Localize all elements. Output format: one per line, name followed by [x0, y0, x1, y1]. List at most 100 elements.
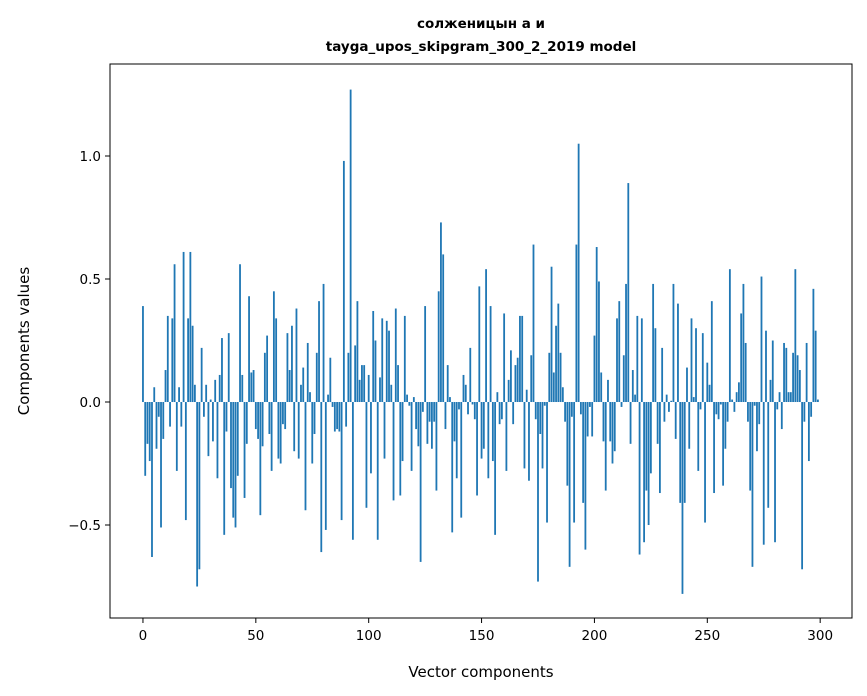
- bar-component-259: [726, 402, 729, 422]
- bar-component-270: [751, 402, 754, 567]
- bar-component-185: [559, 352, 562, 403]
- bar-component-6: [155, 402, 158, 449]
- bar-component-24: [196, 402, 199, 587]
- bar-component-239: [681, 402, 684, 594]
- bar-component-273: [758, 402, 761, 425]
- bar-component-130: [435, 402, 438, 491]
- bar-component-242: [688, 402, 691, 449]
- x-tick-label: 150: [469, 628, 495, 644]
- y-tick-label: 0.0: [80, 395, 101, 411]
- bar-component-89: [342, 160, 345, 403]
- bar-component-27: [203, 402, 205, 417]
- bar-component-155: [491, 402, 494, 462]
- bar-component-176: [539, 402, 542, 434]
- chart-title-line-2: tayga_upos_skipgram_300_2_2019 model: [326, 39, 637, 55]
- bar-component-174: [534, 402, 537, 420]
- bar-component-39: [230, 402, 232, 489]
- bar-component-293: [803, 402, 806, 422]
- bar-component-245: [695, 328, 697, 403]
- bar-component-285: [785, 347, 788, 403]
- bar-component-265: [740, 313, 743, 403]
- bar-component-287: [789, 392, 792, 403]
- bar-component-16: [178, 387, 180, 403]
- bar-component-40: [232, 402, 235, 518]
- bar-component-2: [146, 402, 149, 444]
- x-axis-label: Vector components: [408, 663, 553, 681]
- bar-component-296: [810, 402, 813, 417]
- bar-component-98: [363, 365, 366, 403]
- bar-component-82: [327, 394, 329, 403]
- bar-component-127: [428, 402, 431, 422]
- bar-component-31: [212, 402, 214, 442]
- bar-component-103: [374, 340, 377, 403]
- bar-component-275: [762, 402, 765, 545]
- bar-component-46: [245, 402, 248, 444]
- bar-component-180: [548, 352, 551, 403]
- bar-component-57: [270, 402, 273, 471]
- bar-component-241: [686, 367, 688, 403]
- bar-component-177: [541, 402, 544, 469]
- bar-component-55: [266, 335, 269, 403]
- bar-component-162: [507, 379, 510, 403]
- bar-component-193: [577, 143, 580, 403]
- bar-component-258: [724, 402, 727, 449]
- bar-component-25: [198, 402, 201, 570]
- bar-component-169: [523, 402, 526, 469]
- bar-component-295: [807, 402, 810, 462]
- bar-component-183: [555, 325, 557, 403]
- bar-component-189: [568, 402, 571, 567]
- bar-component-11: [166, 315, 169, 403]
- bar-component-23: [193, 384, 196, 403]
- bar-component-205: [604, 402, 607, 491]
- bar-component-135: [446, 365, 449, 403]
- bar-component-277: [767, 402, 770, 508]
- bar-component-244: [692, 397, 695, 403]
- bar-component-80: [322, 283, 325, 403]
- bar-component-84: [331, 402, 334, 407]
- bar-component-197: [586, 402, 589, 437]
- bar-component-288: [792, 352, 794, 403]
- bar-component-253: [713, 402, 715, 494]
- bar-component-240: [683, 402, 686, 503]
- bar-component-45: [243, 402, 246, 498]
- bar-component-1: [144, 402, 147, 476]
- bar-component-191: [573, 402, 576, 523]
- bar-component-19: [184, 402, 187, 521]
- bar-component-150: [480, 402, 483, 459]
- bar-component-141: [460, 402, 463, 518]
- bar-component-70: [300, 384, 302, 403]
- bar-component-133: [442, 254, 445, 403]
- bar-component-9: [162, 402, 165, 439]
- bar-component-146: [471, 402, 474, 405]
- bar-component-131: [437, 291, 440, 403]
- bar-component-256: [719, 402, 722, 405]
- bar-component-149: [478, 286, 481, 403]
- bar-component-21: [189, 251, 192, 403]
- bar-component-52: [259, 402, 262, 516]
- bar-component-184: [557, 303, 560, 403]
- bar-component-227: [654, 328, 657, 403]
- bar-component-3: [148, 402, 151, 462]
- bar-component-247: [699, 402, 702, 410]
- bar-component-121: [415, 402, 418, 430]
- bar-component-264: [738, 382, 740, 403]
- bar-component-47: [248, 296, 250, 403]
- bar-component-198: [589, 402, 591, 407]
- bar-component-168: [521, 315, 524, 403]
- bar-component-196: [584, 402, 587, 550]
- bar-component-252: [710, 301, 713, 403]
- bar-component-210: [616, 318, 618, 403]
- bar-component-74: [309, 392, 311, 403]
- bar-component-218: [634, 394, 636, 403]
- bar-component-212: [620, 402, 623, 407]
- bar-component-115: [401, 402, 404, 462]
- bar-component-269: [749, 402, 752, 491]
- bar-component-148: [476, 402, 478, 496]
- bar-component-86: [336, 402, 338, 430]
- bar-component-36: [223, 402, 226, 535]
- bar-component-195: [582, 402, 585, 503]
- bar-component-179: [546, 402, 548, 523]
- x-tick-label: 250: [694, 628, 720, 644]
- bar-component-164: [512, 402, 515, 425]
- x-axis-ticks: 0 50 100 150 200 250 300: [139, 618, 833, 644]
